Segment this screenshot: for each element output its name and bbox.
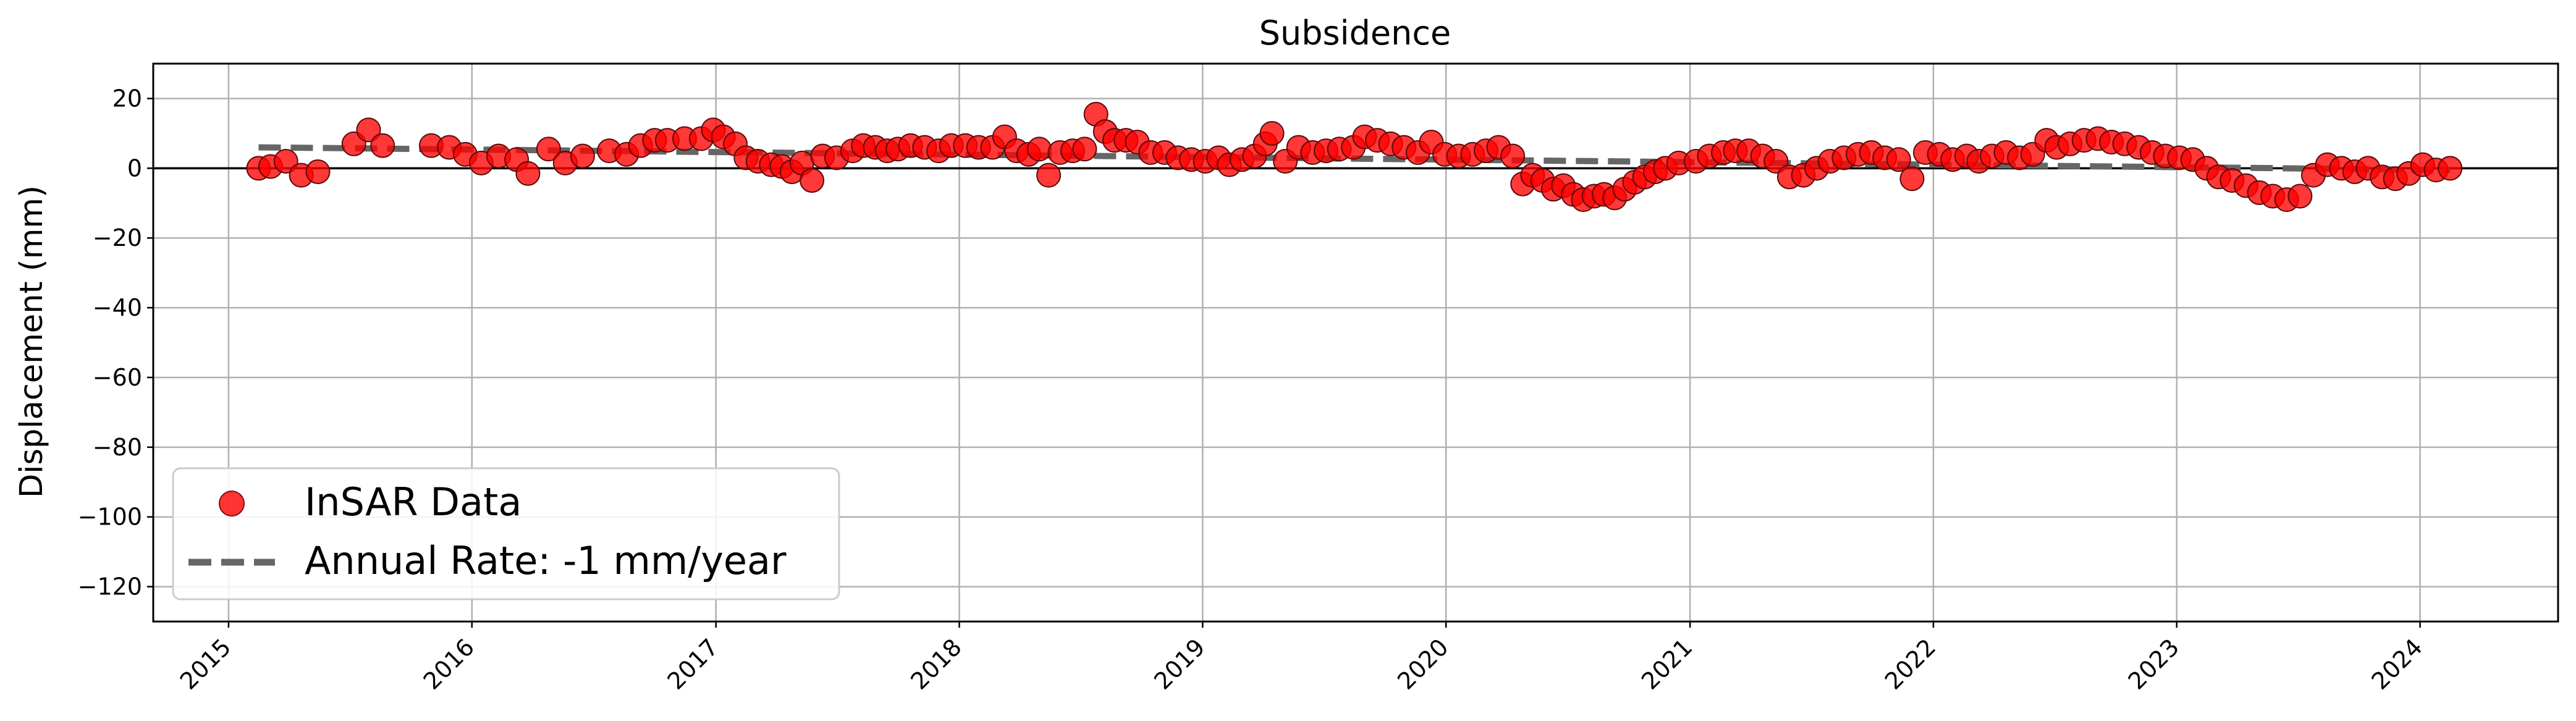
data-point	[1500, 143, 1526, 169]
plot-frame	[152, 62, 2559, 623]
data-point	[1259, 120, 1285, 146]
y-axis-label: Displacement (mm)	[14, 185, 50, 498]
data-point	[1036, 162, 1062, 188]
y-tick-label: −100	[78, 504, 142, 531]
y-axis-ticks: 20 0 −20 −40 −60 −80 −100 −120	[78, 85, 153, 601]
data-point	[1886, 147, 1911, 172]
legend-label-insar: InSAR Data	[305, 479, 522, 525]
chart-title: Subsidence	[1259, 14, 1451, 53]
legend-box	[172, 467, 840, 601]
data-point	[515, 161, 541, 186]
y-tick-label: 0	[127, 154, 142, 182]
legend-scatter-marker	[219, 491, 245, 517]
data-point	[800, 168, 825, 193]
y-tick-label: −40	[93, 294, 142, 321]
data-point	[1899, 166, 1925, 192]
y-tick-label: −60	[93, 364, 142, 391]
data-point	[536, 137, 561, 162]
data-point	[370, 133, 395, 158]
data-point	[273, 149, 298, 174]
data-point	[1072, 137, 1097, 162]
data-point	[305, 159, 331, 184]
data-point	[2438, 156, 2463, 181]
data-point	[1027, 137, 1052, 162]
y-tick-label: −80	[93, 434, 142, 461]
data-points	[246, 101, 2463, 213]
data-point	[356, 117, 381, 143]
y-tick-label: 20	[112, 85, 142, 112]
y-tick-label: −20	[93, 224, 142, 251]
data-point	[2287, 183, 2313, 209]
y-tick-label: −120	[78, 573, 142, 601]
legend: InSAR Data Annual Rate: -1 mm/year	[172, 467, 840, 601]
data-point	[570, 143, 595, 169]
grid-lines	[153, 64, 2558, 622]
legend-label-rate: Annual Rate: -1 mm/year	[305, 538, 787, 583]
